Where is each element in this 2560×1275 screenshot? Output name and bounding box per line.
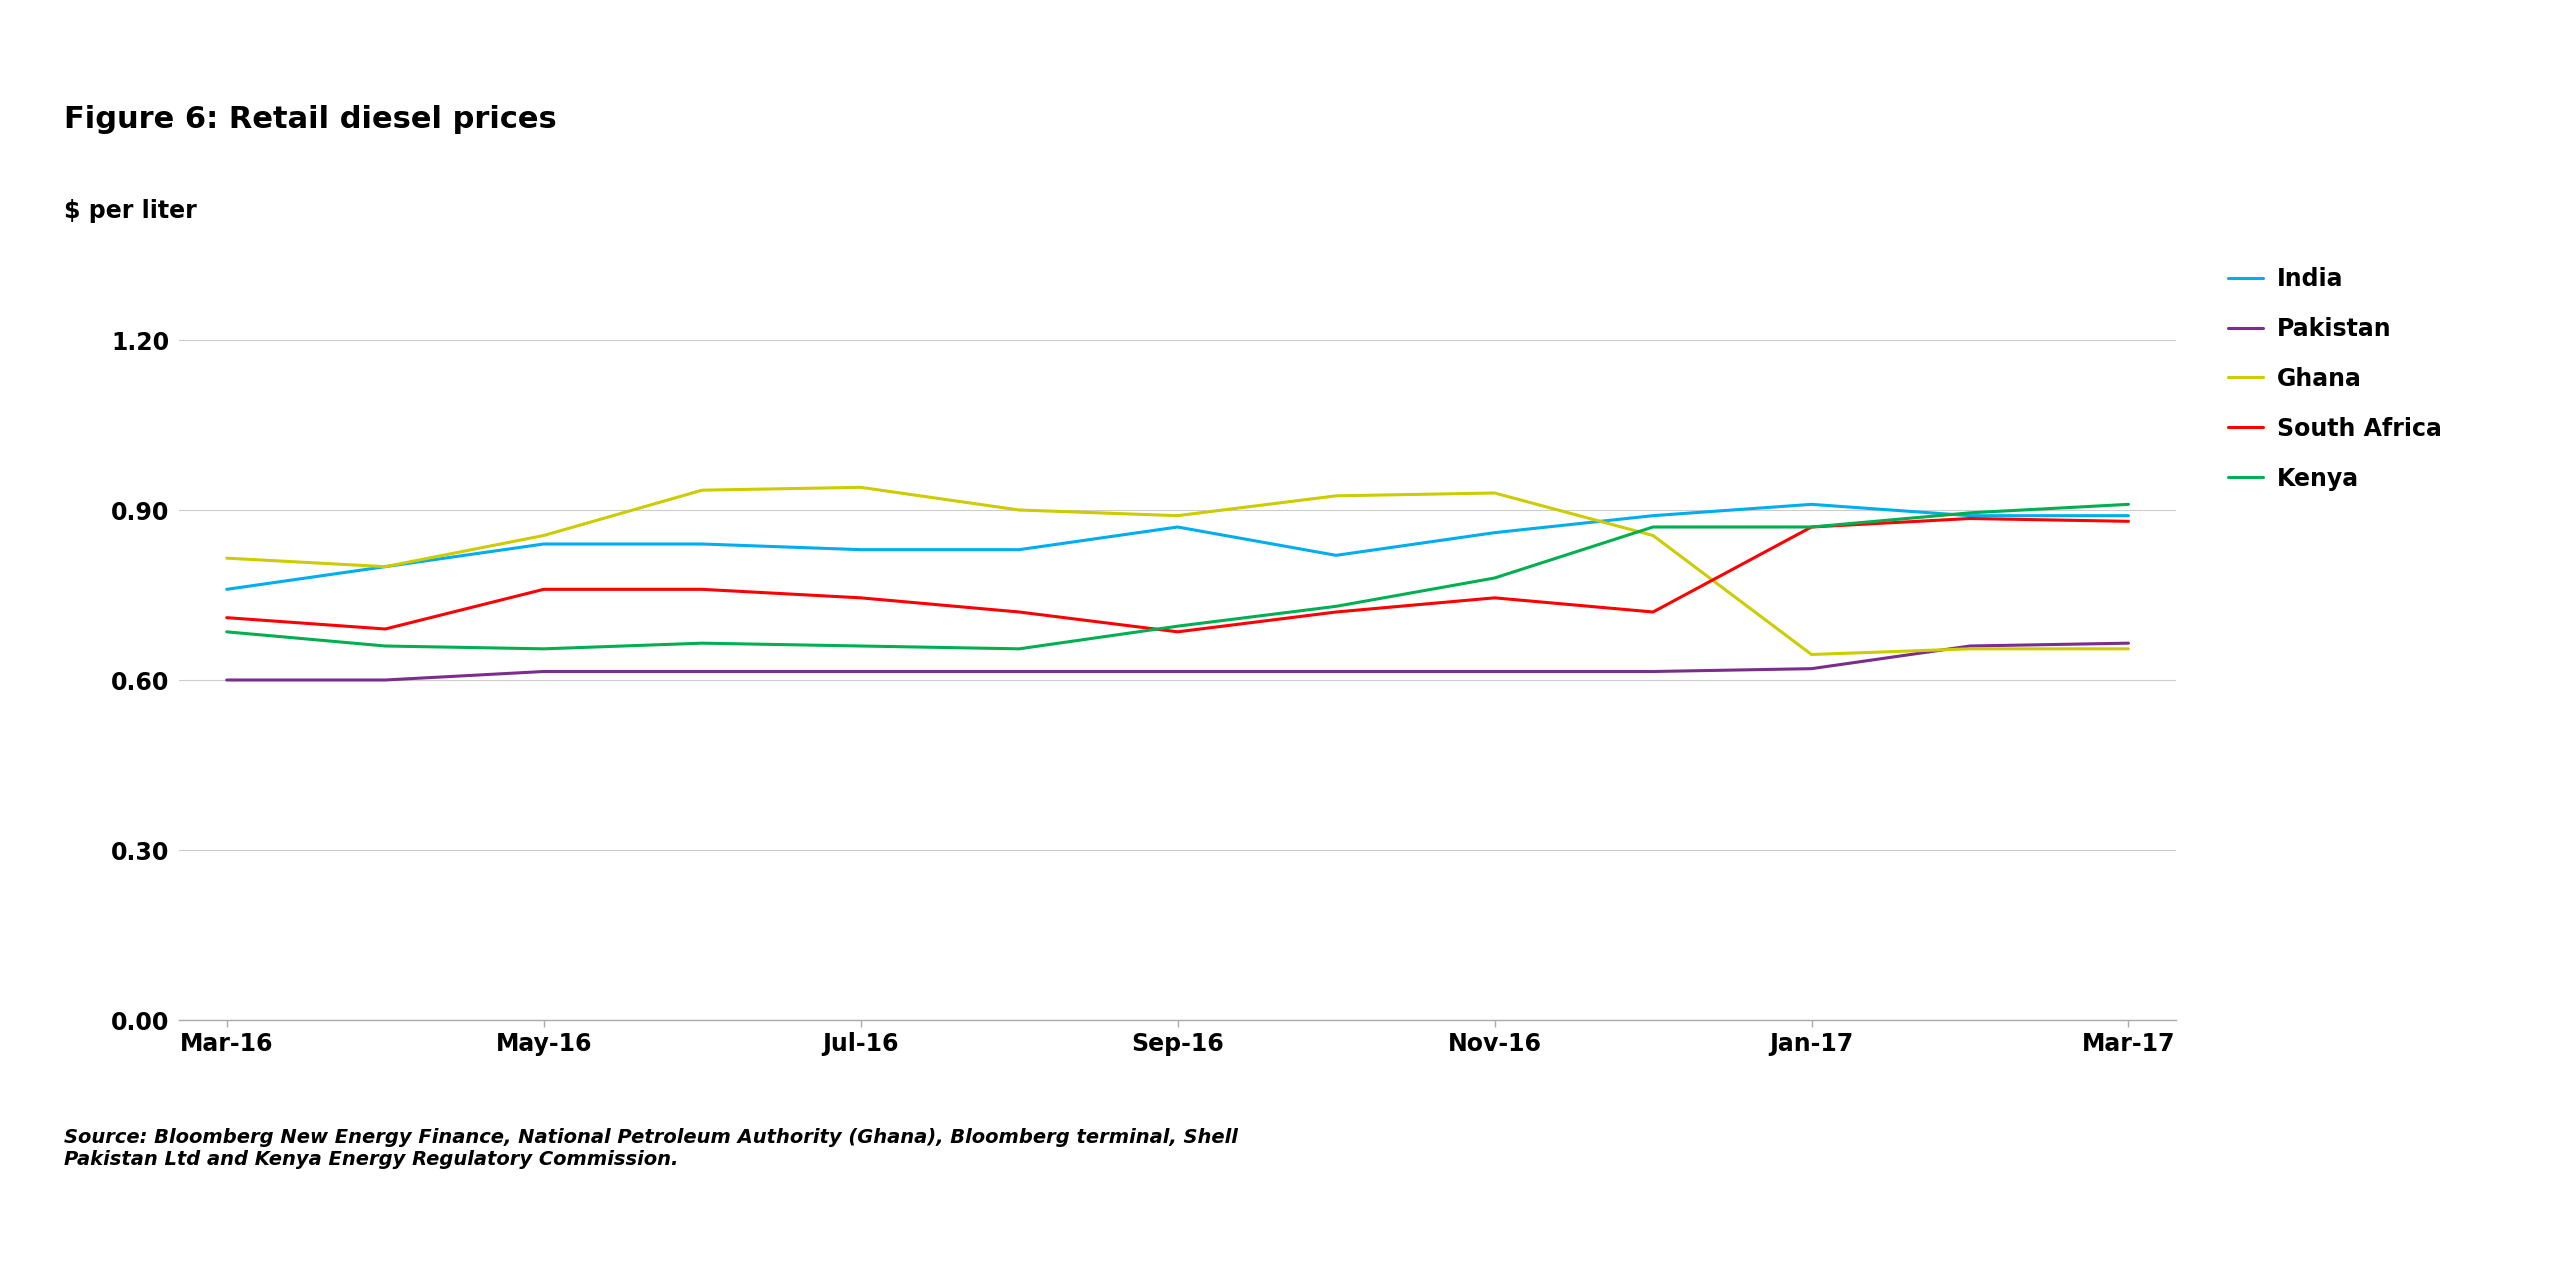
Ghana xyxy=(1797,646,1828,662)
Pakistan xyxy=(1321,664,1352,680)
Text: Figure 6: Retail diesel prices: Figure 6: Retail diesel prices xyxy=(64,105,556,134)
Ghana xyxy=(1956,641,1987,657)
South Africa xyxy=(845,590,876,606)
Kenya xyxy=(2112,497,2143,513)
South Africa xyxy=(1004,604,1034,620)
Kenya xyxy=(1162,618,1193,634)
Kenya xyxy=(686,635,717,650)
Pakistan xyxy=(1004,664,1034,680)
Kenya xyxy=(1797,519,1828,534)
India xyxy=(2112,507,2143,523)
Kenya xyxy=(527,641,558,657)
India xyxy=(1956,507,1987,523)
Kenya xyxy=(212,625,243,640)
South Africa xyxy=(1321,604,1352,620)
India xyxy=(212,581,243,597)
Kenya xyxy=(369,639,399,654)
South Africa xyxy=(1638,604,1669,620)
Ghana xyxy=(2112,641,2143,657)
Kenya xyxy=(1480,570,1510,585)
India xyxy=(845,542,876,557)
Ghana xyxy=(1321,488,1352,504)
India xyxy=(686,537,717,552)
Ghana xyxy=(369,558,399,574)
South Africa xyxy=(212,609,243,625)
Kenya xyxy=(845,639,876,654)
Line: Pakistan: Pakistan xyxy=(228,643,2127,680)
Pakistan xyxy=(2112,635,2143,650)
Text: $ per liter: $ per liter xyxy=(64,199,197,223)
Kenya xyxy=(1321,599,1352,615)
Pakistan xyxy=(527,664,558,680)
Pakistan xyxy=(1480,664,1510,680)
Pakistan xyxy=(1956,639,1987,654)
South Africa xyxy=(1162,625,1193,640)
Pakistan xyxy=(1797,660,1828,676)
South Africa xyxy=(369,621,399,636)
Pakistan xyxy=(369,672,399,687)
South Africa xyxy=(1956,511,1987,527)
South Africa xyxy=(527,581,558,597)
Ghana xyxy=(1004,502,1034,518)
Kenya xyxy=(1004,641,1034,657)
India xyxy=(527,537,558,552)
India xyxy=(1004,542,1034,557)
Ghana xyxy=(686,482,717,497)
Line: South Africa: South Africa xyxy=(228,519,2127,632)
Line: Ghana: Ghana xyxy=(228,487,2127,654)
Ghana xyxy=(212,551,243,566)
Ghana xyxy=(845,479,876,495)
Legend: India, Pakistan, Ghana, South Africa, Kenya: India, Pakistan, Ghana, South Africa, Ke… xyxy=(2227,266,2442,491)
Pakistan xyxy=(1638,664,1669,680)
India xyxy=(1162,519,1193,534)
South Africa xyxy=(2112,514,2143,529)
Line: Kenya: Kenya xyxy=(228,505,2127,649)
Ghana xyxy=(1162,507,1193,523)
Text: Source: Bloomberg New Energy Finance, National Petroleum Authority (Ghana), Bloo: Source: Bloomberg New Energy Finance, Na… xyxy=(64,1128,1239,1169)
Kenya xyxy=(1956,505,1987,520)
India xyxy=(1480,525,1510,541)
Pakistan xyxy=(212,672,243,687)
India xyxy=(1797,497,1828,513)
India xyxy=(369,558,399,574)
South Africa xyxy=(1480,590,1510,606)
Ghana xyxy=(527,528,558,543)
Pakistan xyxy=(845,664,876,680)
Pakistan xyxy=(686,664,717,680)
Ghana xyxy=(1480,486,1510,501)
India xyxy=(1321,548,1352,564)
South Africa xyxy=(686,581,717,597)
Line: India: India xyxy=(228,505,2127,589)
South Africa xyxy=(1797,519,1828,534)
Kenya xyxy=(1638,519,1669,534)
Pakistan xyxy=(1162,664,1193,680)
India xyxy=(1638,507,1669,523)
Ghana xyxy=(1638,528,1669,543)
